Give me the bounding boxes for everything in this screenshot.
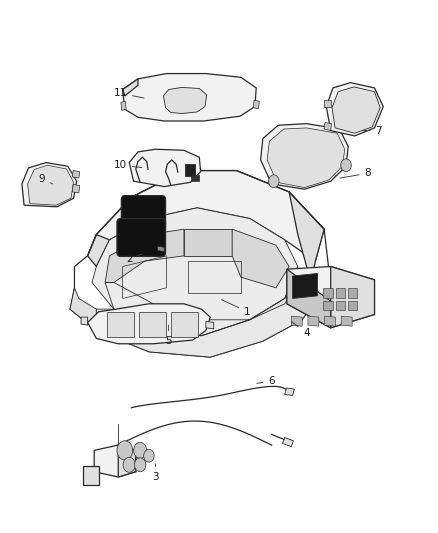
Polygon shape <box>293 273 318 298</box>
Text: 3: 3 <box>152 464 159 482</box>
Polygon shape <box>287 266 374 328</box>
Polygon shape <box>81 317 88 325</box>
Polygon shape <box>348 301 357 310</box>
Polygon shape <box>291 316 302 326</box>
Polygon shape <box>325 316 336 326</box>
Text: 2: 2 <box>126 254 142 263</box>
Polygon shape <box>92 208 298 336</box>
Text: 1: 1 <box>222 300 251 317</box>
FancyBboxPatch shape <box>121 196 166 231</box>
Polygon shape <box>88 304 210 344</box>
Polygon shape <box>118 445 136 477</box>
Polygon shape <box>326 83 383 136</box>
Text: 7: 7 <box>362 126 382 135</box>
Polygon shape <box>88 171 324 261</box>
Circle shape <box>123 457 135 472</box>
Text: 8: 8 <box>340 168 371 178</box>
Polygon shape <box>28 165 74 205</box>
Circle shape <box>268 175 279 188</box>
Polygon shape <box>336 301 345 310</box>
Polygon shape <box>123 74 256 121</box>
Text: 10: 10 <box>114 160 142 170</box>
Text: 11: 11 <box>114 88 144 98</box>
Polygon shape <box>324 100 331 107</box>
FancyBboxPatch shape <box>117 219 166 256</box>
Polygon shape <box>308 316 319 326</box>
Polygon shape <box>287 269 331 328</box>
Polygon shape <box>323 301 333 310</box>
Polygon shape <box>121 101 126 110</box>
Polygon shape <box>206 321 214 329</box>
Polygon shape <box>341 316 352 326</box>
Polygon shape <box>348 288 357 298</box>
Polygon shape <box>70 288 96 330</box>
Polygon shape <box>184 229 232 256</box>
Text: 6: 6 <box>257 376 275 386</box>
Polygon shape <box>105 229 184 282</box>
Polygon shape <box>232 229 289 288</box>
Polygon shape <box>163 87 207 114</box>
Polygon shape <box>185 164 195 176</box>
Polygon shape <box>324 123 332 131</box>
Polygon shape <box>332 87 380 133</box>
Polygon shape <box>283 438 293 447</box>
Polygon shape <box>261 124 348 189</box>
Polygon shape <box>72 171 80 178</box>
Circle shape <box>341 159 351 172</box>
Circle shape <box>134 458 146 472</box>
Polygon shape <box>267 128 345 188</box>
Polygon shape <box>88 235 110 266</box>
Circle shape <box>144 449 154 462</box>
Polygon shape <box>139 312 166 337</box>
Polygon shape <box>253 100 259 109</box>
Polygon shape <box>323 288 333 298</box>
Circle shape <box>134 442 147 458</box>
Text: 4: 4 <box>291 321 310 338</box>
Polygon shape <box>96 282 320 357</box>
Polygon shape <box>158 246 164 252</box>
Text: 9: 9 <box>38 174 53 184</box>
Polygon shape <box>94 445 136 477</box>
Polygon shape <box>22 163 77 207</box>
Polygon shape <box>336 288 345 298</box>
Polygon shape <box>289 192 324 282</box>
Polygon shape <box>83 466 99 485</box>
Polygon shape <box>123 79 138 96</box>
Polygon shape <box>171 312 198 337</box>
Text: 5: 5 <box>165 325 172 346</box>
Polygon shape <box>331 266 374 328</box>
Circle shape <box>117 441 133 460</box>
Polygon shape <box>285 388 294 395</box>
Polygon shape <box>72 184 80 193</box>
Polygon shape <box>191 175 199 181</box>
Polygon shape <box>107 312 134 337</box>
Polygon shape <box>129 149 201 187</box>
